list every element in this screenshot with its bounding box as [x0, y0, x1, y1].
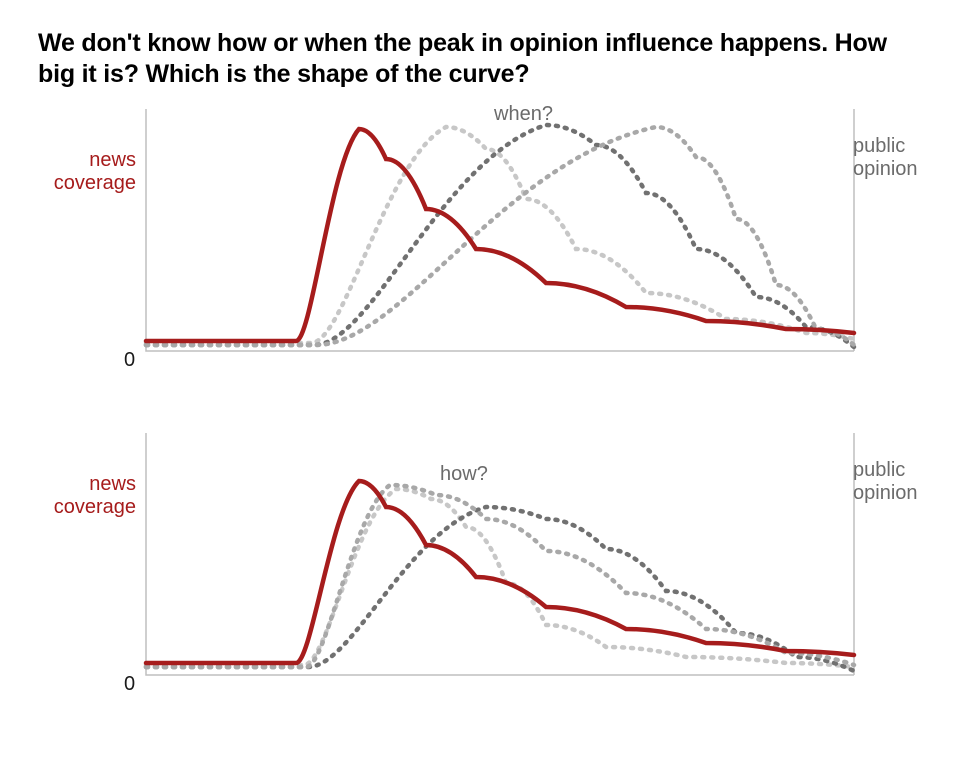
right-label-line1b: public [853, 459, 905, 481]
right-axis-label-2: public opinion [853, 459, 918, 505]
left-label-line1b: news [89, 473, 136, 495]
left-label-line2: coverage [54, 172, 136, 194]
right-axis-label: public opinion [853, 135, 918, 181]
left-axis-label: news coverage [54, 149, 136, 195]
left-axis-label-2: news coverage [54, 473, 136, 519]
left-label-line1: news [89, 149, 136, 171]
right-label-line1: public [853, 135, 905, 157]
chart-svg-when [38, 109, 916, 369]
annotation-how: how? [440, 463, 488, 486]
chart-title: We don't know how or when the peak in op… [38, 28, 915, 91]
panel-how: news coverage public opinion how? 0 [38, 433, 915, 715]
left-label-line2b: coverage [54, 496, 136, 518]
panel-when: news coverage public opinion when? 0 [38, 109, 915, 391]
zero-label-1: 0 [124, 349, 135, 372]
right-label-line2b: opinion [853, 482, 918, 504]
zero-label-2: 0 [124, 673, 135, 696]
annotation-when: when? [494, 103, 553, 126]
right-label-line2: opinion [853, 158, 918, 180]
